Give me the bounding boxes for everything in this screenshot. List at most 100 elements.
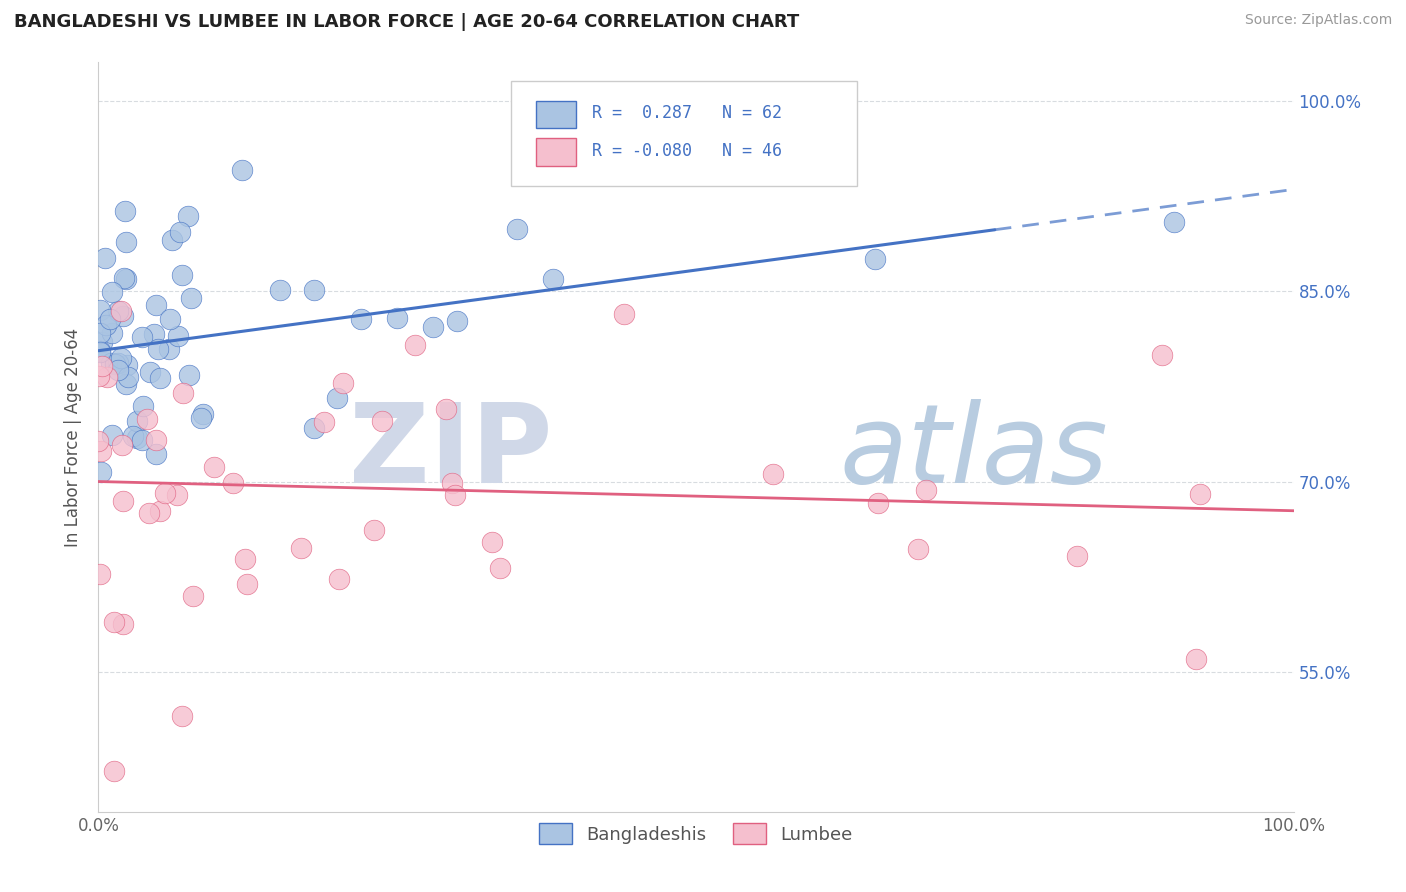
- Point: [143, 326, 166, 341]
- Point: [172, 386, 194, 401]
- Point: [107, 303, 129, 318]
- Point: [145, 298, 167, 312]
- Text: R =  0.287   N = 62: R = 0.287 N = 62: [592, 104, 782, 122]
- Point: [111, 438, 134, 452]
- Point: [290, 541, 312, 555]
- Point: [114, 203, 136, 218]
- Point: [868, 496, 890, 510]
- Point: [112, 270, 135, 285]
- Point: [1152, 347, 1174, 361]
- Point: [138, 506, 160, 520]
- Point: [89, 369, 111, 384]
- Point: [115, 359, 138, 373]
- Point: [179, 368, 201, 383]
- Point: [314, 415, 336, 429]
- Text: BANGLADESHI VS LUMBEE IN LABOR FORCE | AGE 20-64 CORRELATION CHART: BANGLADESHI VS LUMBEE IN LABOR FORCE | A…: [14, 13, 799, 31]
- Point: [157, 343, 180, 357]
- Text: Source: ZipAtlas.com: Source: ZipAtlas.com: [1244, 13, 1392, 28]
- Point: [233, 552, 256, 566]
- Point: [222, 476, 245, 491]
- Point: [153, 486, 176, 500]
- Point: [1066, 549, 1088, 563]
- Point: [865, 252, 887, 267]
- Point: [159, 311, 181, 326]
- Point: [231, 163, 253, 178]
- Point: [202, 459, 225, 474]
- Point: [440, 476, 463, 491]
- Point: [385, 310, 409, 325]
- Point: [328, 572, 350, 586]
- Point: [138, 365, 160, 379]
- FancyBboxPatch shape: [536, 101, 576, 128]
- Point: [446, 314, 468, 328]
- Point: [98, 311, 121, 326]
- Point: [444, 488, 467, 502]
- Point: [87, 434, 110, 449]
- Point: [145, 434, 167, 448]
- Point: [103, 764, 125, 778]
- Point: [112, 494, 135, 508]
- Point: [121, 429, 143, 443]
- Text: R = -0.080   N = 46: R = -0.080 N = 46: [592, 142, 782, 160]
- Point: [101, 285, 124, 300]
- Point: [177, 210, 200, 224]
- Point: [914, 483, 936, 498]
- Point: [107, 362, 129, 376]
- Point: [115, 376, 138, 391]
- Point: [236, 577, 259, 591]
- Point: [148, 343, 170, 357]
- Point: [89, 567, 111, 582]
- Point: [110, 351, 132, 366]
- Point: [269, 283, 291, 297]
- Point: [111, 309, 134, 323]
- Point: [160, 233, 183, 247]
- Point: [166, 488, 188, 502]
- Point: [170, 268, 193, 282]
- Point: [110, 304, 132, 318]
- Y-axis label: In Labor Force | Age 20-64: In Labor Force | Age 20-64: [65, 327, 83, 547]
- Point: [326, 392, 349, 406]
- Point: [541, 272, 564, 286]
- Point: [96, 370, 118, 384]
- Point: [107, 356, 129, 370]
- Point: [302, 283, 325, 297]
- Point: [90, 465, 112, 479]
- Point: [101, 326, 124, 341]
- Point: [191, 407, 214, 421]
- Point: [125, 414, 148, 428]
- Point: [181, 589, 204, 603]
- Point: [167, 329, 190, 343]
- Point: [89, 326, 111, 340]
- Point: [100, 356, 122, 370]
- Point: [350, 312, 373, 326]
- Point: [613, 307, 636, 321]
- Point: [89, 303, 111, 318]
- Point: [762, 467, 785, 482]
- Point: [94, 251, 117, 265]
- Point: [190, 411, 212, 425]
- Point: [111, 617, 134, 632]
- Point: [127, 431, 149, 445]
- Point: [332, 376, 354, 390]
- Point: [149, 503, 172, 517]
- Point: [90, 334, 112, 349]
- Legend: Bangladeshis, Lumbee: Bangladeshis, Lumbee: [531, 816, 860, 851]
- FancyBboxPatch shape: [510, 81, 858, 186]
- Point: [404, 338, 426, 352]
- Point: [434, 401, 457, 416]
- Point: [131, 434, 153, 448]
- Point: [131, 330, 153, 344]
- Point: [1185, 652, 1208, 666]
- Point: [370, 414, 392, 428]
- Point: [135, 412, 157, 426]
- Point: [489, 561, 512, 575]
- Point: [481, 535, 503, 549]
- Point: [115, 235, 138, 250]
- Point: [180, 291, 202, 305]
- Point: [89, 345, 111, 359]
- Point: [172, 709, 194, 723]
- Point: [94, 318, 117, 333]
- Point: [145, 447, 167, 461]
- Point: [132, 399, 155, 413]
- Text: atlas: atlas: [839, 399, 1108, 506]
